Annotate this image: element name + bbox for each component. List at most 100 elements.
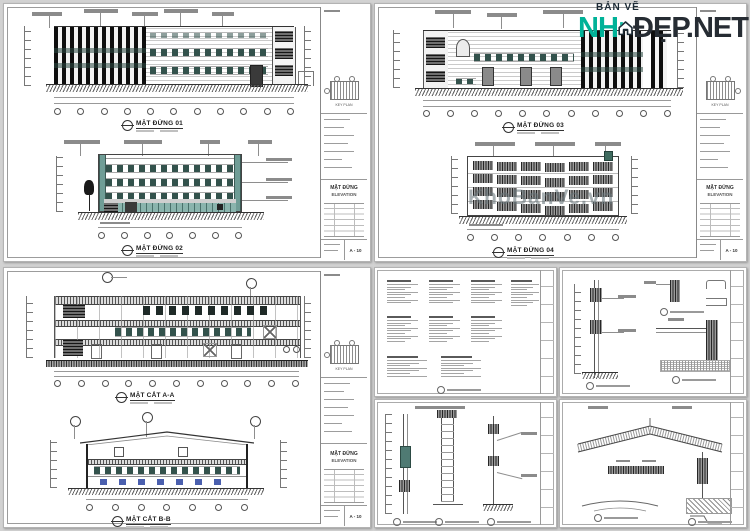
note-line — [441, 365, 464, 367]
grid-bubble — [234, 232, 242, 239]
note-line — [387, 335, 419, 337]
tb-line — [324, 399, 354, 400]
mini-title-strip — [730, 270, 744, 394]
grid-bubble — [125, 380, 133, 387]
tb-line — [324, 415, 354, 416]
drawing-mini-label — [594, 514, 638, 522]
note-line — [387, 330, 412, 332]
louver-window-block — [593, 188, 613, 198]
scale-bars — [517, 132, 564, 134]
view-marker-icon — [121, 245, 134, 256]
tb-title: MẶT ĐỨNG — [330, 451, 358, 457]
note-bar — [32, 12, 62, 16]
annotation-leader — [242, 182, 288, 183]
dimension-line — [54, 103, 294, 104]
annotation-leader — [242, 162, 288, 163]
title-block: KEY PLAN MẶT ĐỨNG ELEVATION A - 10 — [696, 7, 743, 260]
level-dimension-stack — [50, 440, 57, 488]
note-line — [441, 362, 473, 364]
note-line — [511, 304, 527, 306]
note-line — [387, 294, 412, 296]
grid-bubble — [423, 110, 430, 117]
view-marker-icon — [437, 386, 445, 394]
tb-line — [700, 159, 718, 160]
corner-column — [234, 155, 241, 211]
louver-window-block — [497, 201, 517, 211]
note-bar — [668, 318, 684, 321]
leader-line — [49, 16, 50, 28]
door-frame — [91, 344, 102, 359]
view-marker-icon — [492, 247, 505, 258]
grid-bubble — [149, 380, 157, 387]
note-line — [387, 375, 428, 377]
note-bar — [164, 9, 198, 13]
entrance-door — [125, 202, 137, 212]
door — [550, 67, 562, 86]
tb-line — [700, 119, 726, 120]
callout-bubble — [142, 412, 153, 423]
view-marker-icon — [487, 518, 495, 526]
note-line — [387, 286, 412, 288]
note-bar — [642, 460, 656, 462]
tb-divider — [720, 239, 721, 260]
grid-bubble — [220, 380, 228, 387]
leader-line — [180, 13, 181, 28]
leader-line — [493, 146, 494, 156]
ground-hatch — [415, 88, 683, 96]
tb-divider — [697, 113, 743, 114]
grid-bubble-row — [54, 380, 299, 387]
window-row — [150, 48, 268, 57]
dimension-line — [54, 376, 299, 377]
window-row — [474, 53, 574, 62]
note-line — [387, 284, 419, 285]
tower-panel — [275, 65, 293, 76]
base-plate — [433, 504, 463, 505]
leader-line — [496, 431, 522, 441]
note-line — [471, 338, 496, 340]
drawing-mini-label — [437, 386, 481, 394]
door — [520, 67, 532, 86]
tb-divider — [344, 239, 345, 260]
tb-line — [324, 143, 348, 144]
tree-trunk — [89, 194, 90, 211]
window-band — [54, 62, 146, 69]
rooftop-unit — [604, 151, 613, 161]
scale-bar — [531, 257, 549, 259]
grid-bubble — [143, 232, 151, 239]
louver-window-block — [593, 174, 613, 184]
note-line — [429, 338, 454, 340]
note-line — [471, 299, 503, 301]
note-title-bar — [471, 316, 495, 318]
rev-col — [354, 204, 355, 236]
label-bar — [604, 517, 638, 519]
leader-line — [100, 13, 101, 28]
grid-bubble-row — [423, 110, 671, 117]
grid-bubble — [663, 110, 671, 117]
mini-title-strip — [540, 270, 554, 394]
title-block: KEY PLAN MẶT ĐỨNG ELEVATION A - 10 — [320, 7, 367, 260]
level-dimension-stack — [574, 284, 581, 374]
note-line — [387, 289, 405, 291]
callout-leader — [74, 425, 75, 439]
level-dimension-stack — [304, 296, 311, 358]
louver-facade — [581, 31, 643, 89]
panel-seam-detail — [608, 466, 664, 474]
flashing-profile — [706, 298, 727, 306]
z-flashing-profile — [690, 515, 722, 524]
dimension-line — [54, 97, 294, 98]
scale-bar — [126, 526, 144, 528]
drawing-title-text: MẶT ĐỨNG 01 — [136, 120, 183, 132]
grid-bubble — [491, 234, 499, 241]
grid-bubble — [77, 108, 85, 115]
note-line — [471, 291, 503, 293]
tb-line — [324, 510, 340, 511]
grid-bubble — [639, 110, 647, 117]
ground-hatch — [46, 84, 308, 92]
scale-bar — [150, 526, 168, 528]
ridge-detail-drawing — [577, 418, 723, 453]
joint-block — [488, 424, 499, 434]
drawing-mini-label — [435, 518, 479, 526]
grid-bubble — [471, 110, 479, 117]
grid-bubble — [215, 504, 223, 511]
note-block — [429, 280, 463, 305]
